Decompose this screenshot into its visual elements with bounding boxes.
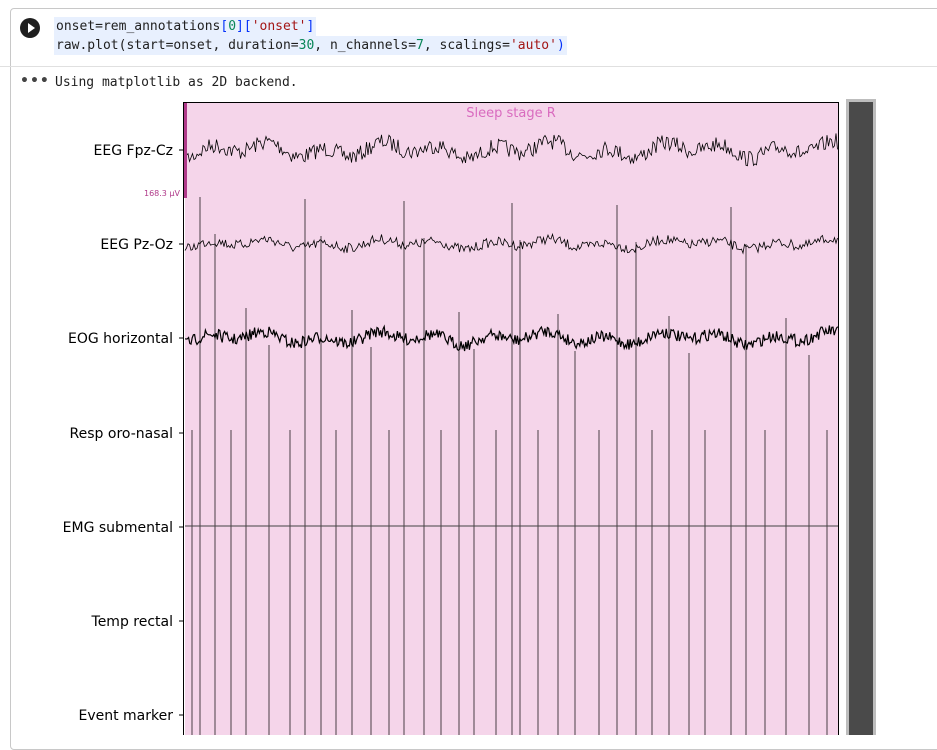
channel-label: Temp rectal	[91, 614, 173, 630]
channel-label: Event marker	[78, 708, 173, 724]
code-line-1: onset=rem_annotations[0]['onset']	[54, 17, 317, 36]
code-editor[interactable]: onset=rem_annotations[0]['onset'] raw.pl…	[54, 17, 567, 55]
channel-label: EOG horizontal	[68, 331, 173, 347]
output-menu-icon[interactable]: •••	[20, 73, 50, 89]
channel-trace	[184, 133, 838, 167]
channel-traces	[184, 133, 839, 527]
scrollbar-thumb[interactable]	[849, 102, 873, 735]
channel-label: EEG Pz-Oz	[100, 237, 173, 253]
channel-label: EMG submental	[63, 520, 173, 536]
event-lines	[191, 197, 828, 735]
channel-trace	[184, 324, 839, 352]
cell-divider	[0, 66, 937, 67]
code-line-2: raw.plot(start=onset, duration=30, n_cha…	[54, 36, 567, 55]
plot-frame	[183, 102, 839, 735]
channel-label: Resp oro-nasal	[70, 426, 173, 442]
annotation-label: Sleep stage R	[466, 106, 556, 121]
output-text: Using matplotlib as 2D backend.	[55, 75, 298, 90]
channel-trace	[184, 232, 838, 255]
scrollbar[interactable]	[846, 99, 876, 735]
scale-label: 168.3 µV	[144, 189, 181, 198]
channel-label: EEG Fpz-Cz	[94, 143, 173, 159]
channel-labels: EEG Fpz-Cz EEG Pz-Oz EOG horizontal Resp or…	[63, 143, 184, 724]
run-cell-button[interactable]	[20, 18, 40, 38]
